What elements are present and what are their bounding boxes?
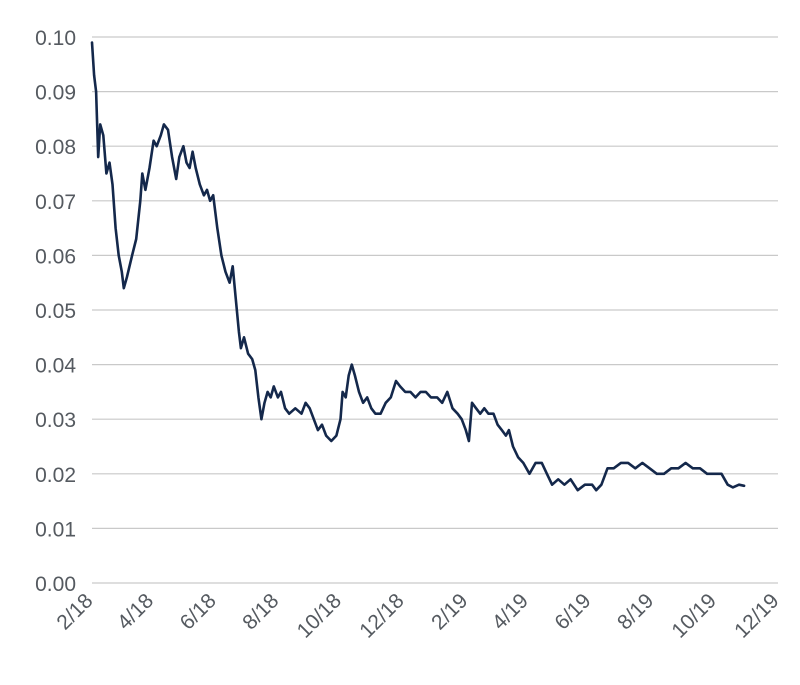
x-axis-ticks: 2/18 4/18 6/18 8/18 10/18 12/18 2/19 4/19 6/19 8/… <box>52 589 783 642</box>
y-tick-label: 0.07 <box>35 191 76 214</box>
y-axis-ticks: 0.10 0.09 0.08 0.07 0.06 0.05 0.04 0.03 0.02 0.01… <box>35 27 76 596</box>
y-tick-label: 0.02 <box>35 464 76 487</box>
y-tick-label: 0.05 <box>35 300 76 323</box>
x-tick-label: 2/19 <box>427 589 472 634</box>
y-tick-label: 0.03 <box>35 409 76 432</box>
x-tick-label: 8/19 <box>613 589 658 634</box>
y-tick-label: 0.09 <box>35 82 76 105</box>
gridlines <box>92 36 778 584</box>
y-tick-label: 0.04 <box>35 355 76 378</box>
x-tick-label: 10/18 <box>293 589 346 642</box>
x-tick-label: 6/19 <box>550 589 595 634</box>
x-tick-label: 4/19 <box>488 589 533 634</box>
x-tick-label: 8/18 <box>238 589 283 634</box>
x-tick-label: 10/19 <box>667 589 720 642</box>
y-tick-label: 0.08 <box>35 136 76 159</box>
y-tick-label: 0.01 <box>35 518 76 541</box>
x-tick-label: 2/18 <box>52 589 97 634</box>
x-tick-label: 4/18 <box>113 589 158 634</box>
x-tick-label: 6/18 <box>176 589 221 634</box>
y-tick-label: 0.00 <box>35 573 76 596</box>
x-tick-label: 12/19 <box>730 589 783 642</box>
series-line <box>90 41 746 492</box>
x-tick-label: 12/18 <box>355 589 408 642</box>
y-tick-label: 0.06 <box>35 245 76 268</box>
y-tick-label: 0.10 <box>35 27 76 50</box>
series-layer <box>90 41 746 492</box>
